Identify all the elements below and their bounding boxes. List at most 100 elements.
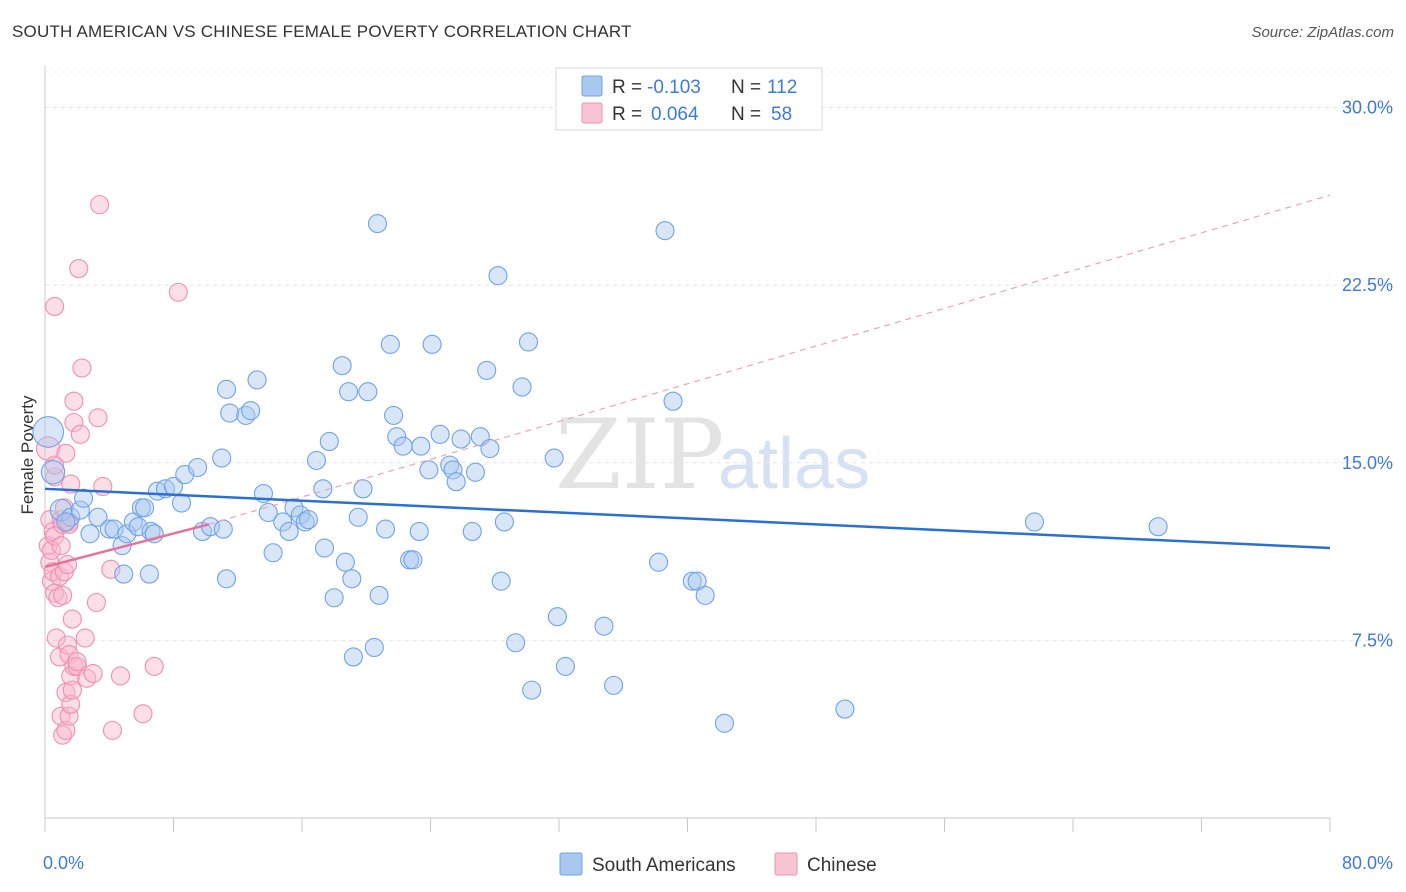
legend-n-value-2: 58: [771, 104, 792, 125]
chinese-point-59: [45, 296, 65, 317]
south-american-trend-line: [44, 487, 1331, 550]
chinese-point-37: [62, 609, 82, 629]
south-american-point-59: [364, 637, 384, 658]
gridlines: [45, 71, 1392, 641]
chinese-point-17: [51, 536, 71, 556]
south-american-point-77: [451, 429, 471, 449]
south-american-point-4: [56, 512, 76, 532]
chinese-point-58: [168, 282, 188, 302]
south-american-point-50: [324, 588, 344, 608]
south-american-point-102: [835, 699, 855, 719]
legend-bottom-label-chinese: Chinese: [807, 855, 877, 876]
south-american-point-100: [695, 585, 715, 605]
south-american-point-30: [213, 519, 233, 539]
south-american-point-54: [342, 569, 362, 589]
south-american-point-96: [655, 221, 675, 241]
chinese-point-5: [41, 540, 61, 560]
chinese-point-34: [61, 694, 81, 714]
south-american-point-5: [70, 500, 90, 520]
chinese-point-36: [62, 680, 82, 700]
south-american-point-10: [104, 519, 124, 539]
south-american-point-29: [212, 448, 232, 468]
x-tick-label-min: 0.0%: [43, 853, 84, 873]
south-american-point-12: [117, 524, 137, 544]
south-american-point-1: [40, 459, 66, 485]
south-american-point-81: [477, 360, 497, 380]
south-american-point-98: [682, 571, 702, 591]
south-american-point-14: [128, 517, 148, 537]
legend-r-label-2: R =: [612, 104, 642, 125]
south-american-point-72: [422, 334, 442, 354]
south-american-point-71: [419, 460, 439, 480]
chinese-points: [35, 195, 188, 745]
south-american-point-75: [443, 460, 463, 480]
south-american-point-47: [313, 479, 333, 499]
south-american-point-99: [687, 571, 707, 591]
south-american-point-51: [332, 356, 352, 376]
legend-bottom-swatch-pink: [774, 852, 798, 876]
chinese-point-57: [144, 656, 164, 676]
chinese-point-25: [56, 720, 76, 740]
south-american-point-91: [547, 607, 567, 627]
south-american-point-0: [32, 416, 65, 448]
chinese-point-43: [69, 259, 89, 279]
south-american-point-35: [241, 401, 261, 421]
south-american-point-48: [314, 538, 335, 558]
chinese-point-54: [102, 720, 123, 740]
south-american-point-53: [335, 552, 355, 572]
south-american-point-49: [319, 431, 339, 451]
south-american-point-85: [494, 512, 514, 532]
watermark-atlas: atlas: [718, 424, 870, 504]
south-american-point-79: [465, 462, 486, 482]
south-american-point-89: [522, 680, 542, 700]
south-american-point-62: [375, 519, 396, 539]
chinese-point-53: [101, 559, 121, 579]
legend-bottom: South Americans Chinese: [559, 852, 877, 876]
south-american-point-88: [518, 332, 539, 352]
south-american-point-73: [430, 424, 450, 444]
south-american-point-19: [135, 498, 155, 518]
source-label: Source: ZipAtlas.com: [1251, 24, 1394, 41]
south-american-point-90: [544, 448, 564, 468]
south-american-point-39: [263, 543, 283, 563]
axes: [44, 66, 1331, 832]
chinese-point-20: [53, 585, 73, 605]
chinese-point-13: [48, 588, 68, 608]
south-american-point-41: [279, 521, 299, 541]
south-american-point-66: [393, 436, 413, 456]
south-american-point-60: [367, 214, 388, 234]
legend-n-label-1: N =: [731, 77, 761, 98]
south-american-point-65: [387, 427, 407, 447]
chinese-point-40: [64, 412, 84, 433]
legend-r-label-1: R =: [612, 77, 642, 98]
south-american-point-17: [139, 564, 159, 584]
chart-title: SOUTH AMERICAN VS CHINESE FEMALE POVERTY…: [12, 22, 632, 41]
chinese-point-28: [57, 635, 78, 655]
south-american-point-83: [488, 266, 508, 286]
south-american-point-95: [649, 552, 669, 572]
south-american-point-40: [273, 512, 293, 532]
chinese-point-24: [56, 443, 76, 463]
south-american-point-24: [171, 493, 192, 513]
south-american-point-9: [99, 519, 119, 539]
watermark-zip: ZIP: [555, 399, 724, 511]
south-american-points: [32, 214, 1168, 733]
chinese-point-48: [83, 663, 103, 684]
south-american-point-33: [220, 403, 240, 423]
south-american-point-64: [384, 405, 404, 425]
south-american-point-97: [663, 391, 683, 411]
south-american-point-104: [1148, 517, 1168, 537]
y-tick-label-2: 22.5%: [1342, 275, 1393, 295]
south-american-point-6: [74, 488, 94, 508]
chinese-point-44: [70, 424, 90, 444]
legend-bottom-label-south-americans: South Americans: [592, 855, 736, 876]
south-american-point-15: [114, 564, 134, 584]
legend-r-value-1: -0.103: [647, 77, 701, 98]
chinese-point-49: [86, 592, 106, 613]
south-american-point-55: [343, 647, 363, 667]
south-american-point-86: [506, 633, 526, 653]
south-american-point-32: [216, 379, 237, 399]
chinese-point-38: [64, 391, 84, 411]
south-american-point-44: [295, 512, 315, 532]
chinese-trend-dashed: [208, 194, 1331, 525]
